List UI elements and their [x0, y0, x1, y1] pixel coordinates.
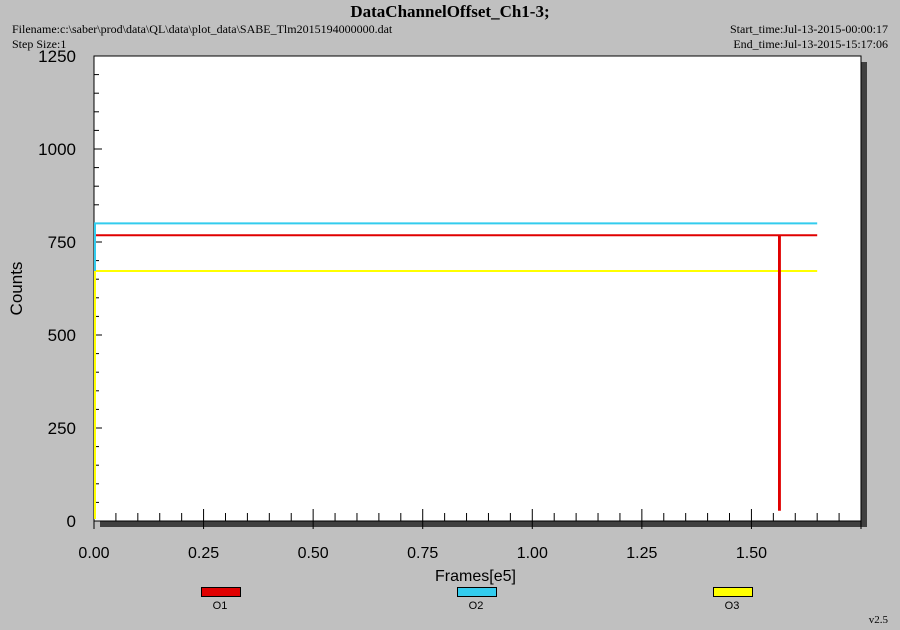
y-tick-label: 750 — [48, 233, 76, 252]
x-tick-label: 1.00 — [517, 545, 548, 562]
y-tick-label: 1000 — [38, 140, 76, 159]
y-tick-label: 1250 — [38, 47, 76, 66]
series-line-o1 — [94, 234, 818, 511]
filename-label: Filename:c:\saber\prod\data\QL\data\plot… — [12, 22, 393, 36]
step-size-label: Step Size:1 — [12, 37, 67, 51]
x-tick-label: 1.25 — [626, 545, 657, 562]
y-tick-label: 500 — [48, 326, 76, 345]
legend-label-o1: O1 — [212, 600, 228, 612]
legend-label-o3: O3 — [724, 600, 740, 612]
x-tick-label: 0.00 — [78, 545, 109, 562]
legend-swatch-o1 — [201, 587, 241, 597]
legend-swatch-o3 — [713, 587, 753, 597]
version-label: v2.5 — [868, 614, 888, 626]
y-tick-label: 250 — [48, 419, 76, 438]
y-axis-label: Counts — [7, 262, 26, 316]
legend-label-o2: O2 — [468, 600, 484, 612]
y-tick-label: 0 — [67, 512, 76, 531]
x-tick-label: 1.50 — [736, 545, 767, 562]
x-tick-label: 0.25 — [188, 545, 219, 562]
legend-swatch-o2 — [457, 587, 497, 597]
x-tick-label: 0.75 — [407, 545, 438, 562]
x-axis-label: Frames[e5] — [435, 568, 516, 585]
chart-title: DataChannelOffset_Ch1-3; — [350, 2, 550, 21]
plot-area — [93, 55, 862, 522]
start-time-label: Start_time:Jul-13-2015-00:00:17 — [730, 22, 888, 36]
x-tick-label: 0.50 — [298, 545, 329, 562]
end-time-label: End_time:Jul-13-2015-15:17:06 — [733, 37, 888, 51]
